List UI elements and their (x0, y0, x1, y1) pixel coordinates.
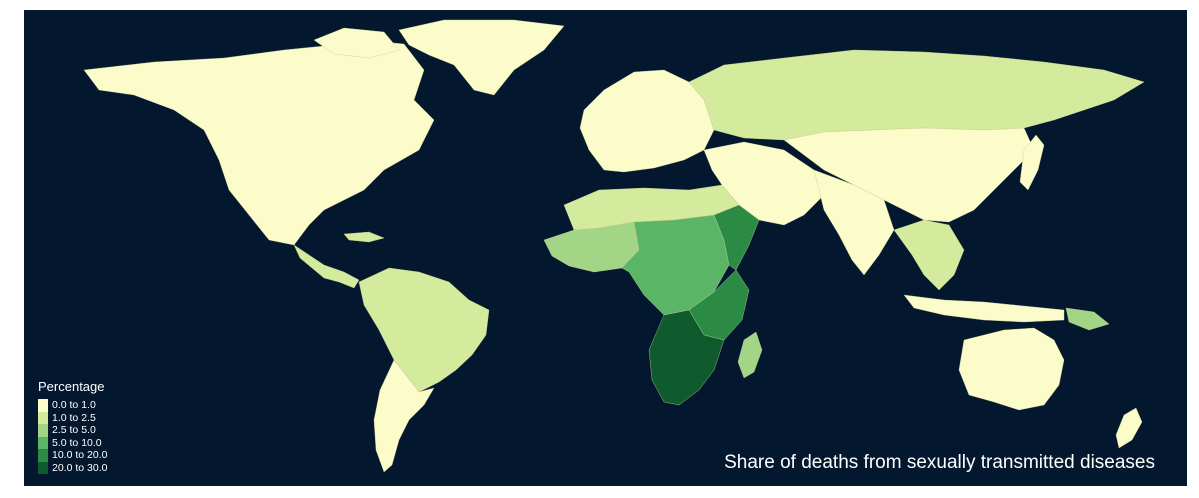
legend-swatch (38, 411, 48, 424)
region-madagascar (737, 331, 763, 379)
legend-item: 10.0 to 20.0 (38, 449, 107, 462)
legend-label: 10.0 to 20.0 (52, 449, 108, 461)
region-central-america (293, 244, 360, 289)
legend-label: 1.0 to 2.5 (52, 411, 96, 424)
map-legend: Percentage 0.0 to 1.0 1.0 to 2.5 2.5 to … (38, 379, 107, 474)
region-russia (688, 49, 1145, 141)
region-southern-africa (648, 309, 725, 406)
region-southern-cone (373, 359, 435, 473)
legend-swatch (38, 424, 48, 437)
legend-swatch (38, 449, 48, 462)
region-south-america (358, 267, 490, 393)
legend-item: 20.0 to 30.0 (38, 461, 108, 474)
legend-item: 5.0 to 10.0 (38, 436, 107, 449)
legend-swatch (38, 461, 48, 474)
region-east-asia (783, 127, 1035, 223)
legend-title: Percentage (38, 379, 105, 394)
region-papua-new-guinea (1065, 307, 1110, 331)
region-canadian-arctic (313, 27, 400, 59)
legend-item: 2.5 to 5.0 (38, 424, 107, 437)
region-caribbean (343, 231, 385, 243)
region-indonesia (903, 294, 1065, 323)
legend-rows: 0.0 to 1.0 1.0 to 2.5 2.5 to 5.0 5.0 to … (38, 399, 107, 474)
legend-swatch (38, 399, 48, 412)
legend-label: 20.0 to 30.0 (52, 461, 108, 474)
region-middle-east (703, 141, 825, 226)
legend-item: 1.0 to 2.5 (38, 411, 107, 424)
region-australia (958, 327, 1065, 411)
legend-label: 5.0 to 10.0 (52, 436, 102, 449)
map-frame (24, 10, 1187, 486)
world-map (24, 10, 1187, 486)
region-east-africa (713, 204, 760, 271)
region-japan (1019, 134, 1045, 191)
legend-swatch (38, 436, 48, 449)
region-new-zealand (1115, 407, 1143, 449)
legend-label: 2.5 to 5.0 (52, 424, 96, 436)
legend-label: 0.0 to 1.0 (52, 399, 96, 411)
legend-item: 0.0 to 1.0 (38, 399, 107, 412)
region-southeast-asia (893, 219, 965, 291)
map-title: Share of deaths from sexually transmitte… (724, 452, 1155, 473)
region-greenland (398, 19, 565, 96)
